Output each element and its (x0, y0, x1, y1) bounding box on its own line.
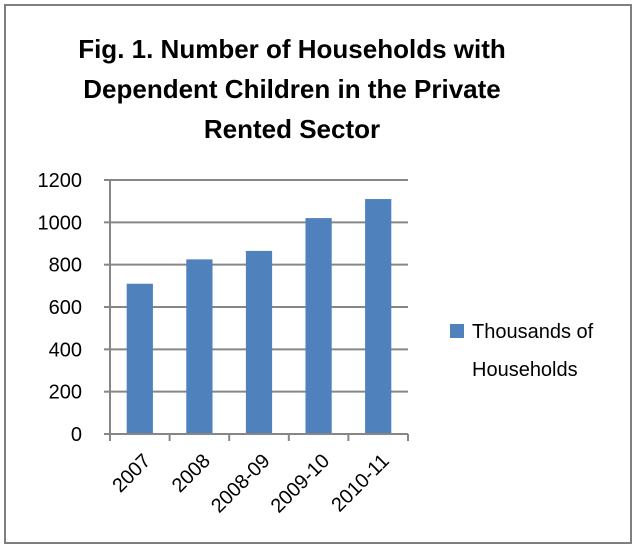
y-tick-label: 1000 (38, 212, 83, 234)
chart-title-line-2: Dependent Children in the Private (83, 74, 501, 104)
chart-title-line-3: Rented Sector (204, 114, 380, 144)
x-tick-label: 2008 (168, 450, 215, 497)
y-tick-label: 800 (49, 255, 82, 277)
bar-2010-11 (365, 199, 392, 434)
y-tick-label: 400 (49, 339, 82, 361)
bars (126, 199, 392, 434)
y-tick-label: 1200 (38, 170, 83, 192)
x-tick-label: 2009-10 (267, 450, 334, 517)
y-tick-label: 200 (49, 382, 82, 404)
x-tick-label: 2010-11 (327, 450, 393, 516)
chart-title-line-1: Fig. 1. Number of Households with (78, 34, 506, 64)
bar-2007 (126, 283, 153, 434)
bar-2008-09 (245, 250, 273, 434)
legend-swatch (450, 324, 464, 338)
legend-label-line-2: Households (472, 359, 578, 381)
y-tick-label: 0 (71, 424, 82, 446)
x-tick-label: 2007 (108, 450, 155, 497)
y-tick-label: 600 (49, 297, 82, 319)
legend: Thousands of Households (450, 321, 594, 381)
bar-2008 (186, 259, 213, 434)
legend-label-line-1: Thousands of (472, 321, 594, 343)
bar-2009-10 (305, 218, 332, 434)
gridlines (110, 179, 408, 393)
x-tick-label: 2008-09 (207, 450, 274, 517)
